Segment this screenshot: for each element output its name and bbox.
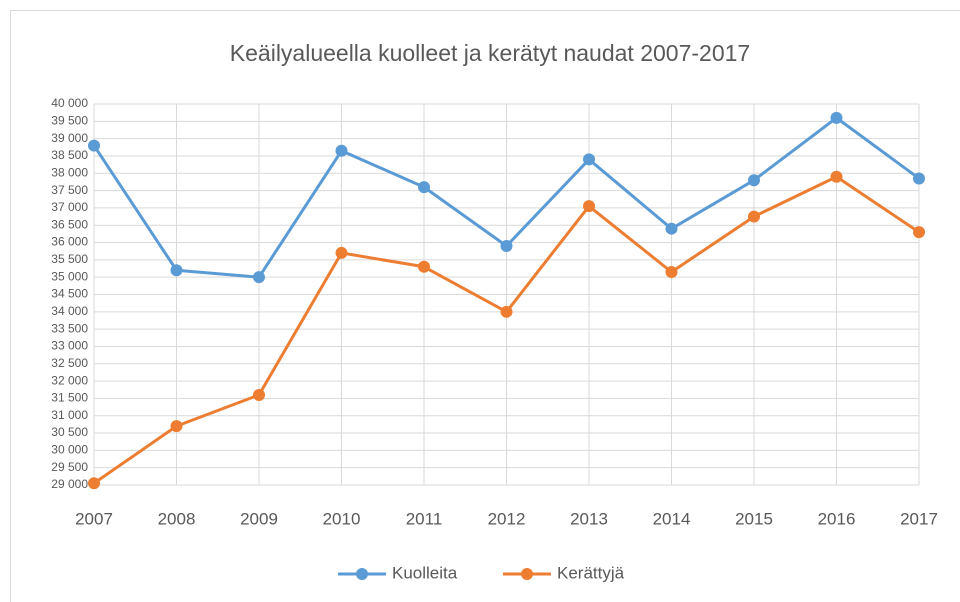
data-point: [500, 305, 513, 318]
data-point: [88, 477, 100, 490]
y-tick-label: 32 500: [51, 356, 88, 370]
data-point: [748, 174, 760, 187]
data-point: [418, 181, 430, 194]
y-tick-label: 33 500: [51, 321, 88, 335]
y-tick-label: 35 000: [51, 269, 88, 283]
x-tick-label: 2013: [570, 509, 608, 528]
data-point: [88, 139, 100, 152]
x-tick-label: 2015: [735, 509, 773, 528]
legend-label: Kuolleita: [392, 563, 458, 582]
x-tick-label: 2012: [488, 509, 526, 528]
y-tick-label: 35 500: [51, 252, 88, 266]
y-tick-label: 38 000: [51, 165, 88, 179]
data-point: [253, 388, 265, 401]
y-tick-label: 30 500: [51, 425, 88, 439]
data-point: [583, 200, 595, 213]
data-point: [830, 111, 843, 124]
x-tick-label: 2009: [240, 509, 278, 528]
y-tick-label: 32 000: [51, 373, 88, 387]
chart-title: Keäilyalueella kuolleet ja kerätyt nauda…: [230, 40, 750, 66]
y-tick-label: 34 500: [51, 287, 88, 301]
y-tick-label: 30 000: [51, 443, 88, 457]
y-tick-label: 31 500: [51, 391, 88, 405]
y-tick-label: 39 000: [51, 131, 88, 145]
data-point: [913, 172, 925, 185]
data-point: [583, 153, 595, 166]
y-tick-label: 29 500: [51, 460, 88, 474]
x-tick-label: 2014: [653, 509, 691, 528]
data-point: [665, 222, 678, 235]
x-tick-label: 2016: [818, 509, 856, 528]
x-tick-label: 2008: [158, 509, 196, 528]
legend-label: Kerättyjä: [557, 563, 625, 582]
y-tick-label: 34 000: [51, 304, 88, 318]
y-tick-label: 40 000: [51, 96, 88, 110]
y-tick-label: 29 000: [51, 477, 88, 491]
legend-marker: [356, 568, 368, 580]
x-tick-label: 2010: [323, 509, 361, 528]
data-point: [913, 226, 925, 239]
data-point: [665, 265, 678, 278]
data-point: [335, 246, 348, 259]
data-point: [335, 144, 348, 157]
chart-frame: [10, 10, 960, 602]
x-tick-label: 2011: [406, 509, 443, 528]
y-tick-label: 33 000: [51, 339, 88, 353]
data-point: [500, 240, 513, 253]
y-tick-label: 37 000: [51, 200, 88, 214]
data-point: [418, 260, 430, 273]
data-point: [830, 170, 843, 183]
data-point: [170, 264, 183, 277]
y-tick-label: 31 000: [51, 408, 88, 422]
data-point: [748, 210, 760, 223]
y-tick-label: 38 500: [51, 148, 88, 162]
y-tick-label: 36 500: [51, 217, 88, 231]
data-point: [170, 420, 183, 433]
y-tick-label: 39 500: [51, 113, 88, 127]
y-tick-label: 37 500: [51, 183, 88, 197]
y-tick-label: 36 000: [51, 235, 88, 249]
x-tick-label: 2017: [900, 509, 938, 528]
data-point: [253, 271, 265, 284]
x-tick-label: 2007: [75, 509, 113, 528]
legend-marker: [521, 568, 533, 580]
